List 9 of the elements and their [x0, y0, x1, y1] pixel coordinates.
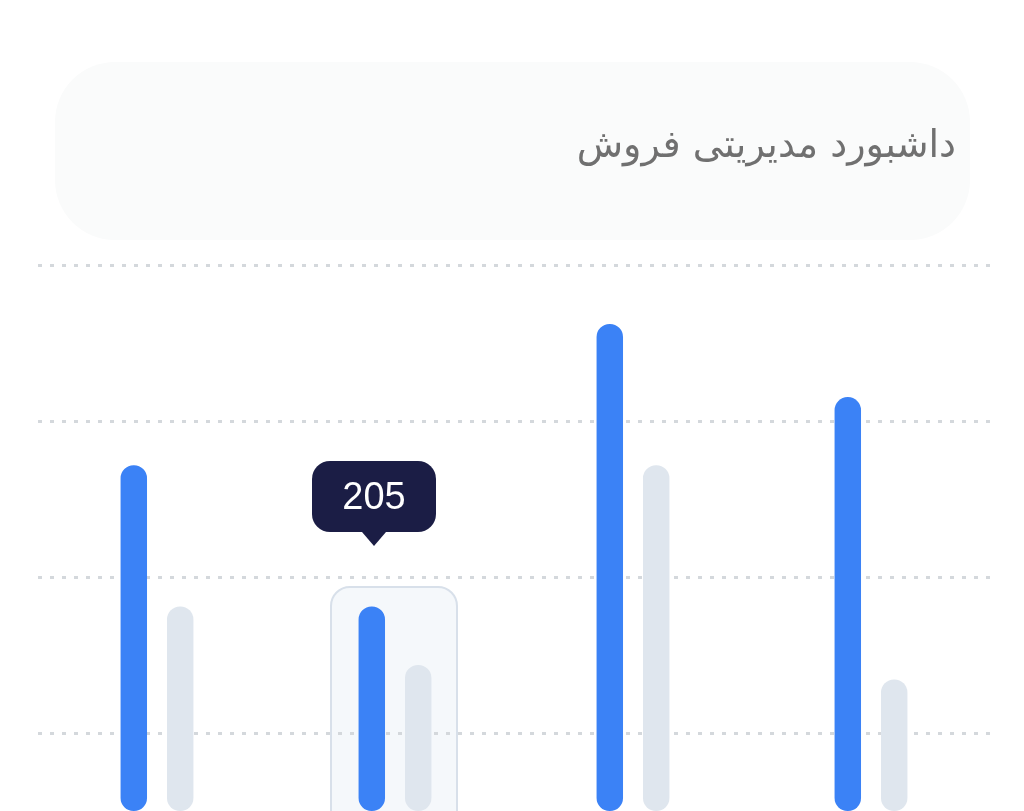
- bar: [596, 324, 624, 811]
- bar: [834, 397, 862, 811]
- bar: [358, 606, 386, 811]
- bar: [120, 465, 148, 811]
- annotation: 205: [312, 461, 436, 533]
- bar: [642, 465, 670, 811]
- bar: [880, 679, 908, 811]
- chart-title: داشبورد مدیریتی فروش: [576, 122, 956, 166]
- bar: [166, 606, 194, 811]
